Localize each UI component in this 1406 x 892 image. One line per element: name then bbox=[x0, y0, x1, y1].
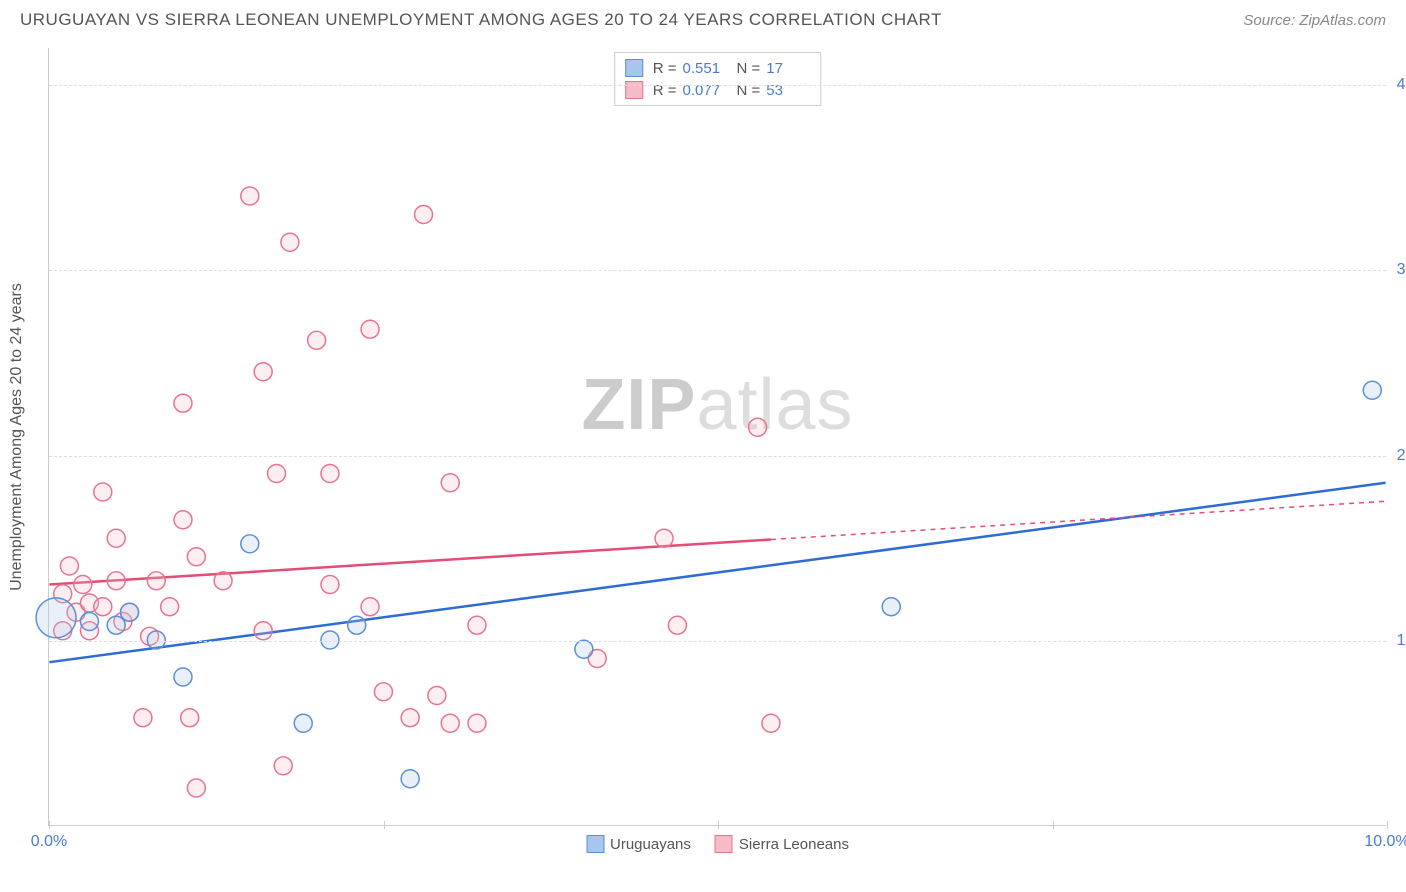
data-point bbox=[468, 616, 486, 634]
data-point bbox=[60, 557, 78, 575]
data-point bbox=[274, 757, 292, 775]
data-point bbox=[107, 529, 125, 547]
legend-stat-row: R = 0.551 N = 17 bbox=[625, 57, 811, 79]
stat-r-value: 0.551 bbox=[683, 60, 727, 77]
data-point bbox=[374, 683, 392, 701]
y-tick-label: 20.0% bbox=[1397, 447, 1406, 465]
x-tick-label: 10.0% bbox=[1364, 833, 1406, 851]
data-point bbox=[147, 572, 165, 590]
y-tick-label: 10.0% bbox=[1397, 632, 1406, 650]
chart-plot-area: ZIPatlas Unemployment Among Ages 20 to 2… bbox=[48, 48, 1386, 826]
data-point bbox=[1363, 381, 1381, 399]
grid-line bbox=[49, 641, 1386, 642]
data-point bbox=[121, 603, 139, 621]
stat-r-label: R = bbox=[653, 82, 677, 99]
x-tick bbox=[384, 821, 385, 829]
data-point bbox=[441, 714, 459, 732]
legend-swatch bbox=[625, 59, 643, 77]
x-tick bbox=[718, 821, 719, 829]
data-point bbox=[187, 548, 205, 566]
legend-series-item: Sierra Leoneans bbox=[715, 835, 849, 853]
stat-n-label: N = bbox=[737, 82, 761, 99]
data-point bbox=[281, 233, 299, 251]
data-point bbox=[214, 572, 232, 590]
data-point bbox=[428, 687, 446, 705]
data-point bbox=[94, 598, 112, 616]
data-point bbox=[361, 320, 379, 338]
correlation-legend: R = 0.551 N = 17 R = 0.077 N = 53 bbox=[614, 52, 822, 106]
data-point bbox=[80, 613, 98, 631]
data-point bbox=[401, 709, 419, 727]
data-point bbox=[308, 331, 326, 349]
data-point bbox=[254, 363, 272, 381]
series-legend: Uruguayans Sierra Leoneans bbox=[586, 835, 849, 853]
legend-swatch bbox=[625, 81, 643, 99]
data-point bbox=[655, 529, 673, 547]
data-point bbox=[161, 598, 179, 616]
source-attribution: Source: ZipAtlas.com bbox=[1243, 12, 1386, 29]
stat-r-label: R = bbox=[653, 60, 677, 77]
data-point bbox=[415, 206, 433, 224]
data-point bbox=[94, 483, 112, 501]
trend-line-extrapolated bbox=[771, 501, 1386, 539]
data-point bbox=[187, 779, 205, 797]
y-tick-label: 40.0% bbox=[1397, 76, 1406, 94]
data-point bbox=[575, 640, 593, 658]
data-point bbox=[107, 572, 125, 590]
grid-line bbox=[49, 85, 1386, 86]
data-point bbox=[268, 465, 286, 483]
data-point bbox=[241, 535, 259, 553]
data-point bbox=[254, 622, 272, 640]
data-point bbox=[668, 616, 686, 634]
data-point bbox=[401, 770, 419, 788]
data-point bbox=[294, 714, 312, 732]
data-point bbox=[241, 187, 259, 205]
data-point bbox=[181, 709, 199, 727]
data-point bbox=[174, 511, 192, 529]
y-axis-title: Unemployment Among Ages 20 to 24 years bbox=[8, 283, 26, 591]
legend-series-label: Uruguayans bbox=[610, 836, 691, 853]
legend-series-label: Sierra Leoneans bbox=[739, 836, 849, 853]
data-point bbox=[74, 576, 92, 594]
legend-series-item: Uruguayans bbox=[586, 835, 691, 853]
scatter-plot-svg bbox=[49, 48, 1386, 825]
stat-r-value: 0.077 bbox=[683, 82, 727, 99]
data-point bbox=[361, 598, 379, 616]
data-point bbox=[174, 668, 192, 686]
data-point bbox=[36, 598, 76, 638]
x-tick-label: 0.0% bbox=[31, 833, 67, 851]
legend-swatch bbox=[586, 835, 604, 853]
data-point bbox=[174, 394, 192, 412]
data-point bbox=[134, 709, 152, 727]
data-point bbox=[321, 576, 339, 594]
data-point bbox=[468, 714, 486, 732]
data-point bbox=[749, 418, 767, 436]
chart-title: URUGUAYAN VS SIERRA LEONEAN UNEMPLOYMENT… bbox=[20, 10, 942, 30]
y-tick-label: 30.0% bbox=[1397, 261, 1406, 279]
data-point bbox=[348, 616, 366, 634]
legend-swatch bbox=[715, 835, 733, 853]
stat-n-value: 17 bbox=[766, 60, 810, 77]
stat-n-label: N = bbox=[737, 60, 761, 77]
data-point bbox=[441, 474, 459, 492]
x-tick bbox=[49, 821, 50, 829]
data-point bbox=[321, 465, 339, 483]
grid-line bbox=[49, 456, 1386, 457]
x-tick bbox=[1387, 821, 1388, 829]
legend-stat-row: R = 0.077 N = 53 bbox=[625, 79, 811, 101]
stat-n-value: 53 bbox=[766, 82, 810, 99]
x-tick bbox=[1053, 821, 1054, 829]
data-point bbox=[762, 714, 780, 732]
grid-line bbox=[49, 270, 1386, 271]
data-point bbox=[882, 598, 900, 616]
